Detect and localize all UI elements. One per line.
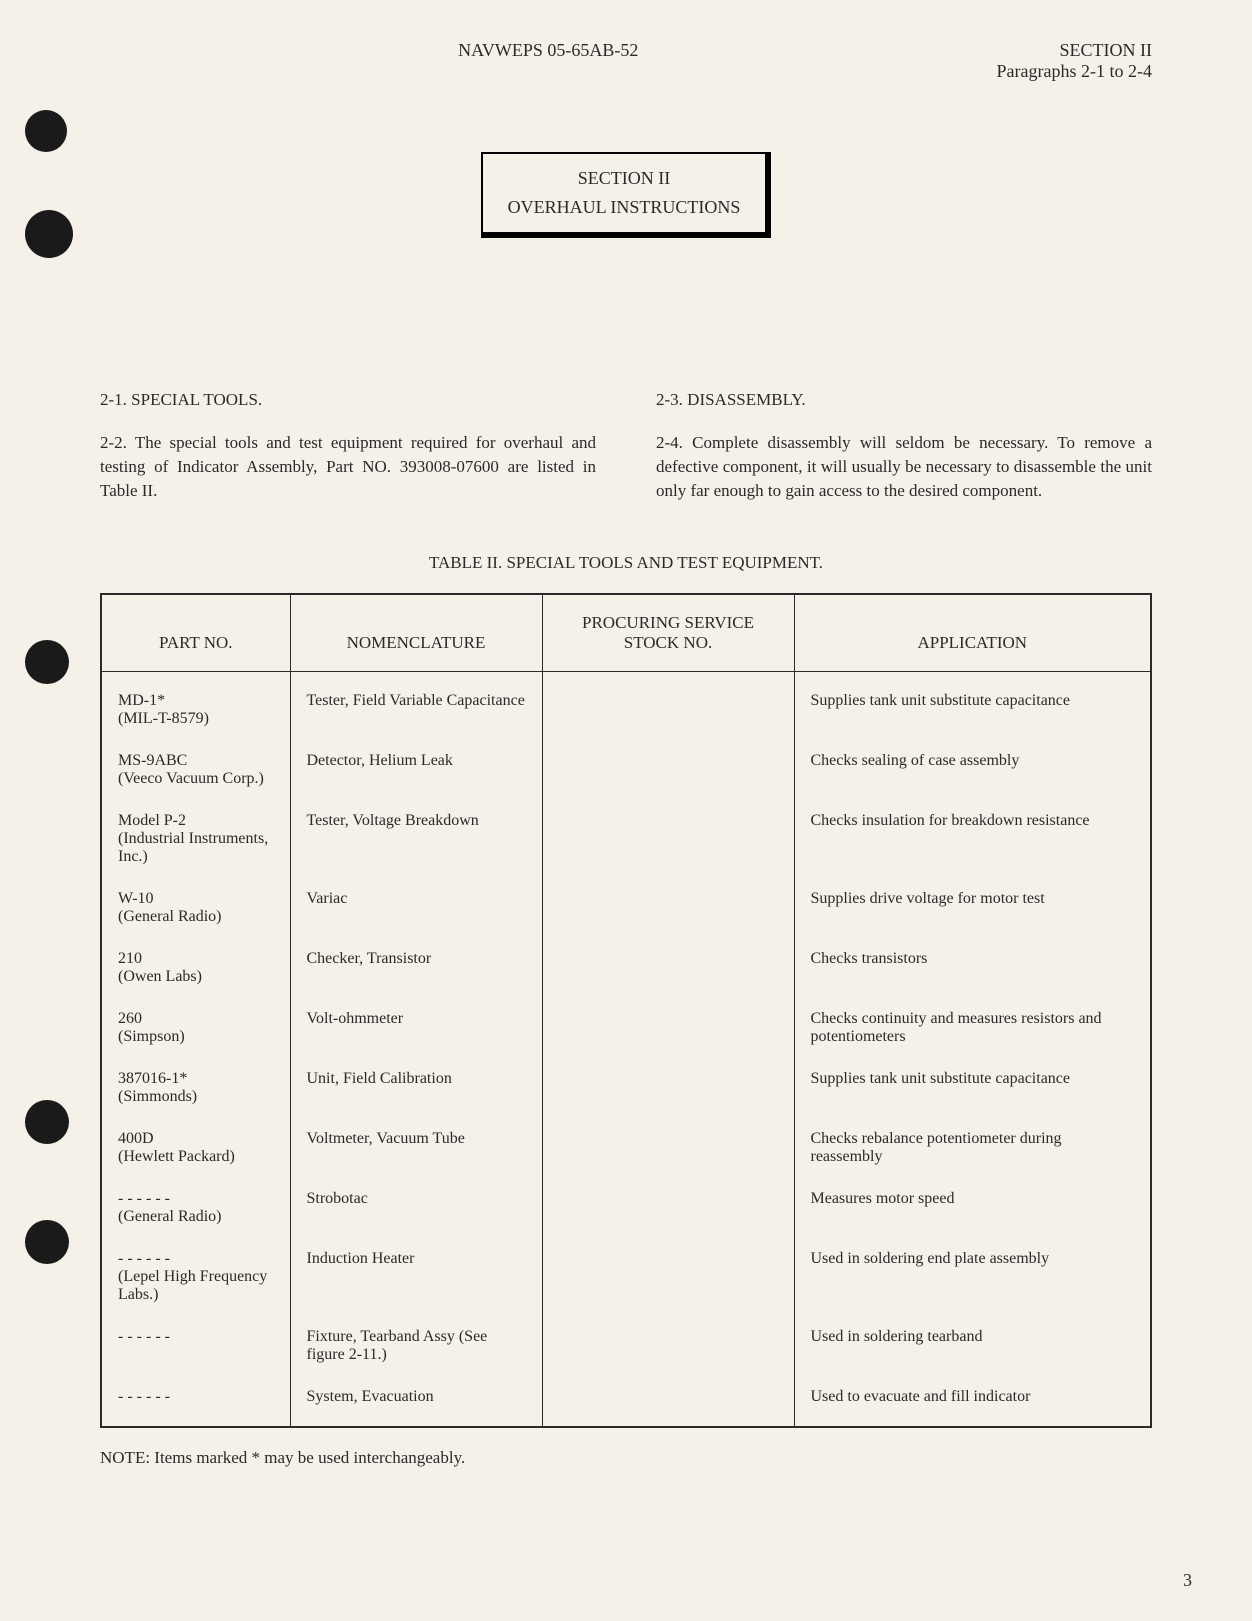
table-cell: Detector, Helium Leak [290,740,542,800]
table-cell: MS-9ABC(Veeco Vacuum Corp.) [101,740,290,800]
section-title: OVERHAUL INSTRUCTIONS [483,193,765,222]
right-column: 2-3. DISASSEMBLY. 2-4. Complete disassem… [656,388,1152,523]
table-cell: Checks sealing of case assembly [794,740,1151,800]
table-cell: - - - - - - [101,1316,290,1376]
left-column: 2-1. SPECIAL TOOLS. 2-2. The special too… [100,388,596,523]
section-title-box: SECTION II OVERHAUL INSTRUCTIONS [481,152,771,238]
table-row: - - - - - -Fixture, Tearband Assy (See f… [101,1316,1151,1376]
table-cell: Strobotac [290,1178,542,1238]
table-cell: Induction Heater [290,1238,542,1316]
table-cell [542,878,794,938]
heading-special-tools: 2-1. SPECIAL TOOLS. [100,388,596,412]
table-row: MS-9ABC(Veeco Vacuum Corp.)Detector, Hel… [101,740,1151,800]
table-cell: - - - - - - [101,1376,290,1427]
table-cell: MD-1*(MIL-T-8579) [101,671,290,740]
punch-hole [25,1100,69,1144]
table-cell [542,800,794,878]
punch-hole [25,1220,69,1264]
table-cell: 400D(Hewlett Packard) [101,1118,290,1178]
table-cell: 210(Owen Labs) [101,938,290,998]
table-cell: Model P-2(Industrial Instruments, Inc.) [101,800,290,878]
table-cell: Voltmeter, Vacuum Tube [290,1118,542,1178]
table-cell: Checks transistors [794,938,1151,998]
table-cell: Checker, Transistor [290,938,542,998]
table-cell: Used in soldering end plate assembly [794,1238,1151,1316]
table-cell [542,1178,794,1238]
table-cell: Supplies drive voltage for motor test [794,878,1151,938]
table-row: MD-1*(MIL-T-8579)Tester, Field Variable … [101,671,1151,740]
table-row: - - - - - -(General Radio)Strobotac Measu… [101,1178,1151,1238]
table-row: 400D(Hewlett Packard)Voltmeter, Vacuum T… [101,1118,1151,1178]
table-cell [542,671,794,740]
table-cell: 260(Simpson) [101,998,290,1058]
table-cell [542,998,794,1058]
table-cell: - - - - - -(Lepel High Frequency Labs.) [101,1238,290,1316]
table-cell: Checks insulation for breakdown resistan… [794,800,1151,878]
table-cell: - - - - - -(General Radio) [101,1178,290,1238]
table-cell: 387016-1*(Simmonds) [101,1058,290,1118]
table-cell: Variac [290,878,542,938]
table-title: TABLE II. SPECIAL TOOLS AND TEST EQUIPME… [60,553,1192,573]
page-header: NAVWEPS 05-65AB-52 SECTION II Paragraphs… [60,40,1192,82]
table-cell: Supplies tank unit substitute capacitanc… [794,1058,1151,1118]
table-cell: Used in soldering tearband [794,1316,1151,1376]
punch-hole [25,210,73,258]
table-cell [542,938,794,998]
table-cell [542,1376,794,1427]
punch-hole [25,110,67,152]
table-row: W-10(General Radio)Variac Supplies drive … [101,878,1151,938]
table-row: 210(Owen Labs)Checker, Transistor Checks … [101,938,1151,998]
table-cell: Used to evacuate and fill indicator [794,1376,1151,1427]
table-cell: Supplies tank unit substitute capacitanc… [794,671,1151,740]
table-row: 387016-1*(Simmonds)Unit, Field Calibrati… [101,1058,1151,1118]
table-cell: W-10(General Radio) [101,878,290,938]
table-row: Model P-2(Industrial Instruments, Inc.)T… [101,800,1151,878]
content-columns: 2-1. SPECIAL TOOLS. 2-2. The special too… [60,388,1192,523]
table-cell: System, Evacuation [290,1376,542,1427]
special-tools-table: PART NO. NOMENCLATURE PROCURING SERVICE … [100,593,1152,1428]
col-header-partno: PART NO. [101,594,290,672]
document-id: NAVWEPS 05-65AB-52 [458,40,638,60]
paragraph-range: Paragraphs 2-1 to 2-4 [997,61,1152,82]
table-cell [542,1238,794,1316]
table-cell: Volt-ohmmeter [290,998,542,1058]
para-2-2: 2-2. The special tools and test equipmen… [100,431,596,502]
page-number: 3 [1183,1570,1192,1591]
col-header-application: APPLICATION [794,594,1151,672]
table-cell: Checks continuity and measures resistors… [794,998,1151,1058]
table-row: 260(Simpson)Volt-ohmmeter Checks continui… [101,998,1151,1058]
para-2-4: 2-4. Complete disassembly will seldom be… [656,431,1152,502]
section-number: SECTION II [483,164,765,193]
table-cell: Fixture, Tearband Assy (See figure 2-11.… [290,1316,542,1376]
table-cell: Tester, Field Variable Capacitance [290,671,542,740]
table-cell [542,1058,794,1118]
punch-hole [25,640,69,684]
table-row: - - - - - -System, Evacuation Used to eva… [101,1376,1151,1427]
col-header-stockno: PROCURING SERVICE STOCK NO. [542,594,794,672]
table-cell [542,740,794,800]
table-cell: Checks rebalance potentiometer during re… [794,1118,1151,1178]
table-cell: Tester, Voltage Breakdown [290,800,542,878]
section-label: SECTION II [997,40,1152,61]
table-cell: Unit, Field Calibration [290,1058,542,1118]
heading-disassembly: 2-3. DISASSEMBLY. [656,388,1152,412]
table-cell [542,1316,794,1376]
table-footnote: NOTE: Items marked * may be used interch… [100,1448,1152,1468]
table-header-row: PART NO. NOMENCLATURE PROCURING SERVICE … [101,594,1151,672]
col-header-nomenclature: NOMENCLATURE [290,594,542,672]
table-cell [542,1118,794,1178]
table-cell: Measures motor speed [794,1178,1151,1238]
table-row: - - - - - -(Lepel High Frequency Labs.)I… [101,1238,1151,1316]
